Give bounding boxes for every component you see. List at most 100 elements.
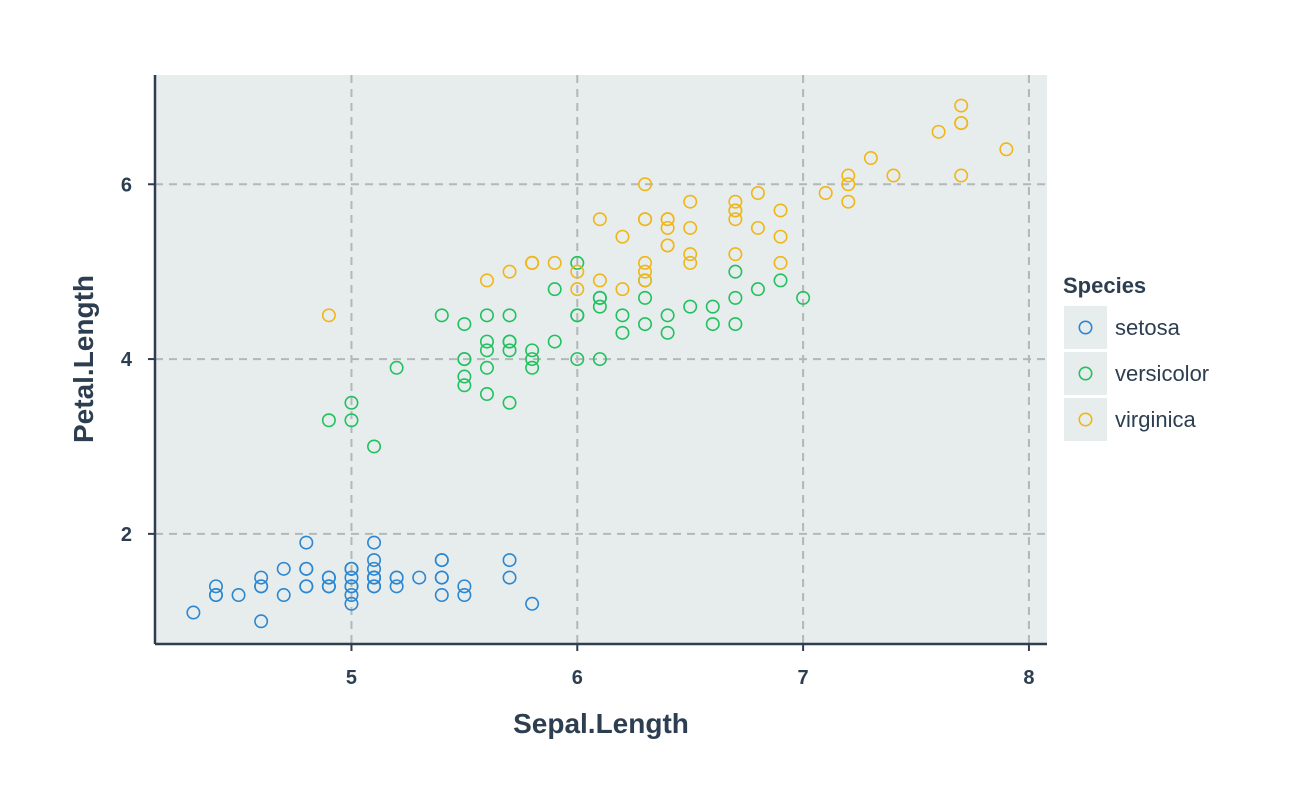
point-virginica: [931, 124, 946, 139]
point-setosa: [367, 579, 382, 594]
point-virginica: [638, 264, 653, 279]
point-setosa: [276, 561, 291, 576]
point-virginica: [773, 229, 788, 244]
point-versicolor: [525, 352, 540, 367]
y-tick-label: 4: [121, 349, 133, 371]
point-setosa: [299, 579, 314, 594]
series-versicolor: [321, 255, 811, 454]
point-setosa: [525, 596, 540, 611]
legend-key-setosa: [1064, 306, 1107, 349]
point-virginica: [750, 185, 765, 200]
point-versicolor: [683, 299, 698, 314]
point-versicolor: [479, 360, 494, 375]
point-virginica: [615, 229, 630, 244]
point-virginica: [592, 212, 607, 227]
point-versicolor: [502, 308, 517, 323]
legend-label-versicolor: versicolor: [1115, 361, 1209, 386]
point-versicolor: [705, 317, 720, 332]
point-setosa: [502, 570, 517, 585]
point-setosa: [367, 561, 382, 576]
axis-ticks: [148, 183, 1030, 651]
point-setosa: [321, 579, 336, 594]
legend-label-setosa: setosa: [1115, 315, 1181, 340]
point-virginica: [321, 308, 336, 323]
point-setosa: [457, 588, 472, 603]
point-versicolor: [796, 290, 811, 305]
point-versicolor: [660, 325, 675, 340]
point-versicolor: [750, 282, 765, 297]
point-setosa: [434, 588, 449, 603]
point-versicolor: [479, 308, 494, 323]
point-virginica: [954, 98, 969, 113]
point-versicolor: [502, 395, 517, 410]
point-virginica: [683, 255, 698, 270]
point-versicolor: [344, 413, 359, 428]
point-versicolor: [321, 413, 336, 428]
legend-title: Species: [1063, 273, 1146, 298]
point-virginica: [683, 220, 698, 235]
point-virginica: [728, 194, 743, 209]
point-setosa: [231, 588, 246, 603]
point-virginica: [999, 142, 1014, 157]
point-versicolor: [638, 317, 653, 332]
point-virginica: [773, 255, 788, 270]
point-versicolor: [457, 369, 472, 384]
point-setosa: [434, 553, 449, 568]
point-versicolor: [457, 378, 472, 393]
point-versicolor: [728, 290, 743, 305]
point-virginica: [728, 247, 743, 262]
point-virginica: [773, 203, 788, 218]
legend: Species setosa versicolor virginica: [1063, 273, 1209, 441]
legend-marker-versicolor: [1078, 366, 1093, 381]
point-virginica: [638, 212, 653, 227]
point-setosa: [254, 614, 269, 629]
point-setosa: [457, 579, 472, 594]
point-virginica: [954, 168, 969, 183]
point-virginica: [638, 177, 653, 192]
point-setosa: [344, 570, 359, 585]
x-tick-label: 6: [572, 667, 583, 689]
point-versicolor: [592, 352, 607, 367]
point-setosa: [299, 561, 314, 576]
legend-key-versicolor: [1064, 352, 1107, 395]
point-versicolor: [570, 352, 585, 367]
point-virginica: [570, 264, 585, 279]
series-setosa: [186, 535, 540, 629]
point-versicolor: [479, 387, 494, 402]
point-virginica: [592, 273, 607, 288]
point-virginica: [728, 203, 743, 218]
point-setosa: [254, 579, 269, 594]
point-virginica: [525, 255, 540, 270]
point-virginica: [615, 282, 630, 297]
point-versicolor: [728, 317, 743, 332]
point-setosa: [186, 605, 201, 620]
point-versicolor: [705, 299, 720, 314]
point-setosa: [412, 570, 427, 585]
y-tick-label: 2: [121, 524, 132, 546]
point-virginica: [886, 168, 901, 183]
point-versicolor: [434, 308, 449, 323]
point-versicolor: [479, 343, 494, 358]
point-versicolor: [728, 264, 743, 279]
point-setosa: [208, 579, 223, 594]
point-virginica: [660, 220, 675, 235]
data-points: [186, 98, 1014, 629]
legend-marker-setosa: [1078, 320, 1093, 335]
point-versicolor: [502, 343, 517, 358]
point-versicolor: [479, 334, 494, 349]
point-setosa: [389, 579, 404, 594]
point-virginica: [683, 194, 698, 209]
point-virginica: [502, 264, 517, 279]
gridlines: [155, 75, 1047, 644]
point-versicolor: [525, 343, 540, 358]
point-setosa: [208, 588, 223, 603]
point-versicolor: [547, 282, 562, 297]
point-virginica: [841, 194, 856, 209]
point-virginica: [479, 273, 494, 288]
point-versicolor: [592, 290, 607, 305]
point-versicolor: [660, 308, 675, 323]
point-versicolor: [615, 308, 630, 323]
point-versicolor: [367, 439, 382, 454]
point-setosa: [367, 570, 382, 585]
